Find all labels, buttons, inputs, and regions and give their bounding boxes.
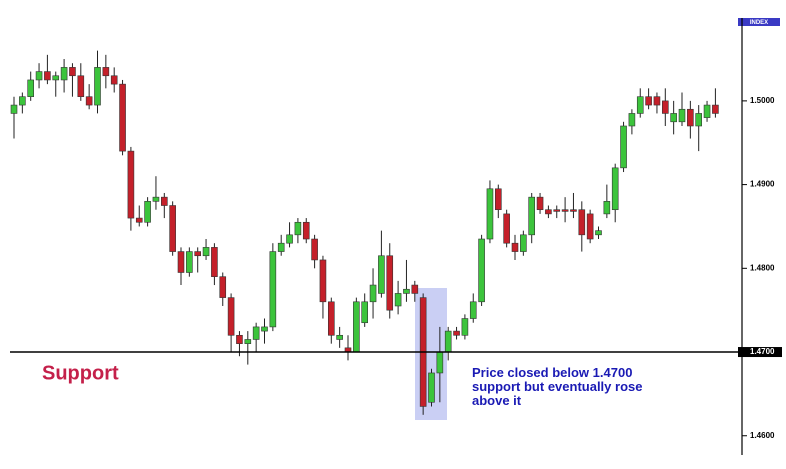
candle-body (119, 83, 126, 152)
candle-body (553, 209, 561, 212)
candle-body (703, 104, 711, 118)
candle-body (44, 71, 51, 81)
candle-body (19, 96, 26, 106)
y-tick-label: 1.4800 (750, 263, 775, 272)
candle-body (578, 209, 586, 236)
candle-body (411, 284, 419, 294)
candle-body (211, 247, 218, 277)
support-tick-label: 1.4700 (750, 347, 775, 356)
y-tick-label: 1.4600 (750, 431, 775, 440)
candle-body (353, 301, 360, 353)
candle-body (311, 238, 318, 261)
candle-body (252, 326, 260, 340)
candle-body (77, 75, 85, 97)
candle-body (35, 71, 43, 81)
candle-body (436, 351, 444, 374)
candle-body (645, 96, 652, 106)
support-tag (738, 347, 782, 358)
candle-body (219, 276, 227, 298)
candle-body (528, 196, 536, 236)
candle-body (469, 301, 477, 319)
y-tick-label: 1.5000 (750, 96, 775, 105)
candle-body (227, 297, 235, 336)
candle-body (302, 221, 310, 240)
candle-body (545, 209, 552, 215)
candle-body (520, 234, 527, 252)
annotation-line: above it (472, 393, 522, 408)
candle-body (244, 339, 252, 344)
candle-body (69, 67, 76, 77)
candle-body (536, 196, 544, 211)
candle-body (636, 96, 644, 114)
candle-body (444, 330, 452, 353)
candle-body (394, 293, 402, 307)
candle-body (286, 234, 293, 244)
candle-body (486, 188, 494, 240)
candle-body (169, 205, 176, 252)
candle-body (653, 96, 661, 106)
annotation-line: support but eventually rose (472, 379, 642, 394)
candle-body (670, 113, 677, 123)
candle-body (378, 255, 385, 294)
candle-body (561, 209, 569, 212)
candle-body (586, 213, 594, 240)
candle-body (678, 108, 686, 123)
candle-body (236, 334, 243, 344)
candle-body (620, 125, 627, 169)
candle-body (461, 318, 469, 336)
annotation: Price closed below 1.4700 support but ev… (472, 365, 646, 408)
candle-body (453, 330, 460, 336)
candle-body (369, 284, 377, 303)
candle-body (202, 247, 210, 257)
candle-body (110, 75, 118, 85)
candle-body (687, 108, 694, 127)
candle-body (661, 100, 669, 114)
candle-body (161, 196, 168, 206)
candle-body (428, 372, 435, 403)
candle-body (194, 251, 201, 257)
candle-body (603, 201, 611, 215)
candle-body (177, 251, 185, 273)
candle-body (494, 188, 502, 211)
candle-body (10, 104, 18, 114)
candle-body (595, 230, 602, 236)
support-label: Support (42, 362, 119, 384)
candle-body (403, 288, 410, 294)
candle-body (102, 67, 110, 77)
candle-body (319, 259, 327, 303)
candle-body (628, 113, 636, 127)
candle-body (135, 217, 143, 223)
candle-body (127, 150, 135, 219)
candle-body (712, 104, 719, 114)
candle-body (478, 238, 485, 303)
candle-body (611, 167, 619, 211)
annotation-line: Price closed below 1.4700 (472, 365, 632, 380)
candle-body (152, 196, 160, 202)
candle-body (361, 301, 369, 324)
index-box (738, 18, 780, 26)
candle-body (277, 242, 285, 252)
candle-body (386, 255, 394, 311)
candle-body (261, 326, 268, 332)
candle-body (27, 79, 35, 97)
candle-body (294, 221, 302, 236)
candle-body (144, 201, 151, 223)
candle-body (85, 96, 93, 106)
candle-body (186, 251, 193, 273)
candle-body (503, 213, 510, 244)
candle-body (60, 67, 68, 81)
candle-body (570, 209, 577, 212)
candle-body (52, 75, 60, 81)
candle-body (336, 334, 343, 340)
candle-body (695, 113, 703, 127)
candle-body (511, 242, 519, 252)
y-tick-label: 1.4900 (750, 180, 775, 189)
candle-body (94, 67, 101, 106)
candle-body (269, 251, 277, 328)
index-label: INDEX (750, 20, 768, 26)
candle-body (327, 301, 335, 336)
